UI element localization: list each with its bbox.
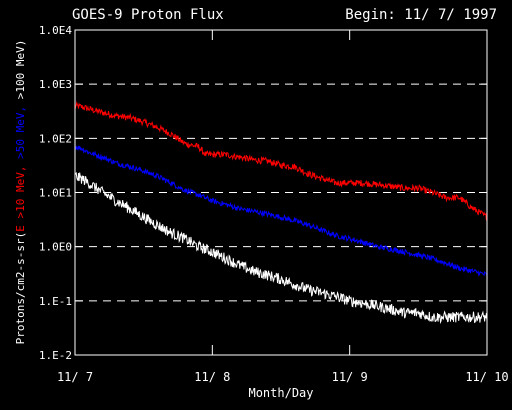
y-tick-label: 1.0E0 bbox=[39, 241, 72, 254]
x-tick-label: 11/ 9 bbox=[332, 370, 368, 384]
begin-date-label: Begin: 11/ 7/ 1997 bbox=[345, 7, 497, 23]
y-axis-label: Protons/cm2-s-sr(E >10 MeV, >50 MeV, >10… bbox=[14, 40, 27, 345]
x-axis: 11/ 7 11/ 8 11/ 9 11/ 10 bbox=[57, 30, 509, 384]
y-axis-label-part: >50 MeV, bbox=[14, 106, 27, 166]
y-tick-label: 1.E-2 bbox=[39, 349, 72, 362]
chart-title: GOES-9 Proton Flux bbox=[72, 7, 224, 23]
series-line bbox=[74, 171, 488, 325]
x-tick-label: 11/ 10 bbox=[465, 370, 508, 384]
series-line bbox=[75, 145, 488, 277]
y-tick-label: 1.0E2 bbox=[39, 132, 72, 145]
y-tick-label: 1.0E4 bbox=[39, 24, 72, 37]
y-tick-label: 1.E-1 bbox=[39, 295, 72, 308]
y-tick-label: 1.0E1 bbox=[39, 187, 72, 200]
y-axis-label-part: >100 MeV) bbox=[14, 40, 27, 106]
y-axis-label-part: E >10 MeV, bbox=[14, 166, 27, 232]
y-tick-label: 1.0E3 bbox=[39, 78, 72, 91]
y-axis: 1.E-2 1.E-1 1.0E0 1.0E1 1.0E2 1.0E3 1.0E4 bbox=[39, 24, 487, 362]
x-tick-label: 11/ 7 bbox=[57, 370, 93, 384]
series-line bbox=[74, 100, 488, 221]
data-series bbox=[74, 100, 488, 325]
y-axis-label-part: Protons/cm2-s-sr( bbox=[14, 232, 27, 345]
gridlines bbox=[75, 83, 487, 302]
x-axis-label: Month/Day bbox=[248, 386, 313, 400]
x-tick-label: 11/ 8 bbox=[194, 370, 230, 384]
